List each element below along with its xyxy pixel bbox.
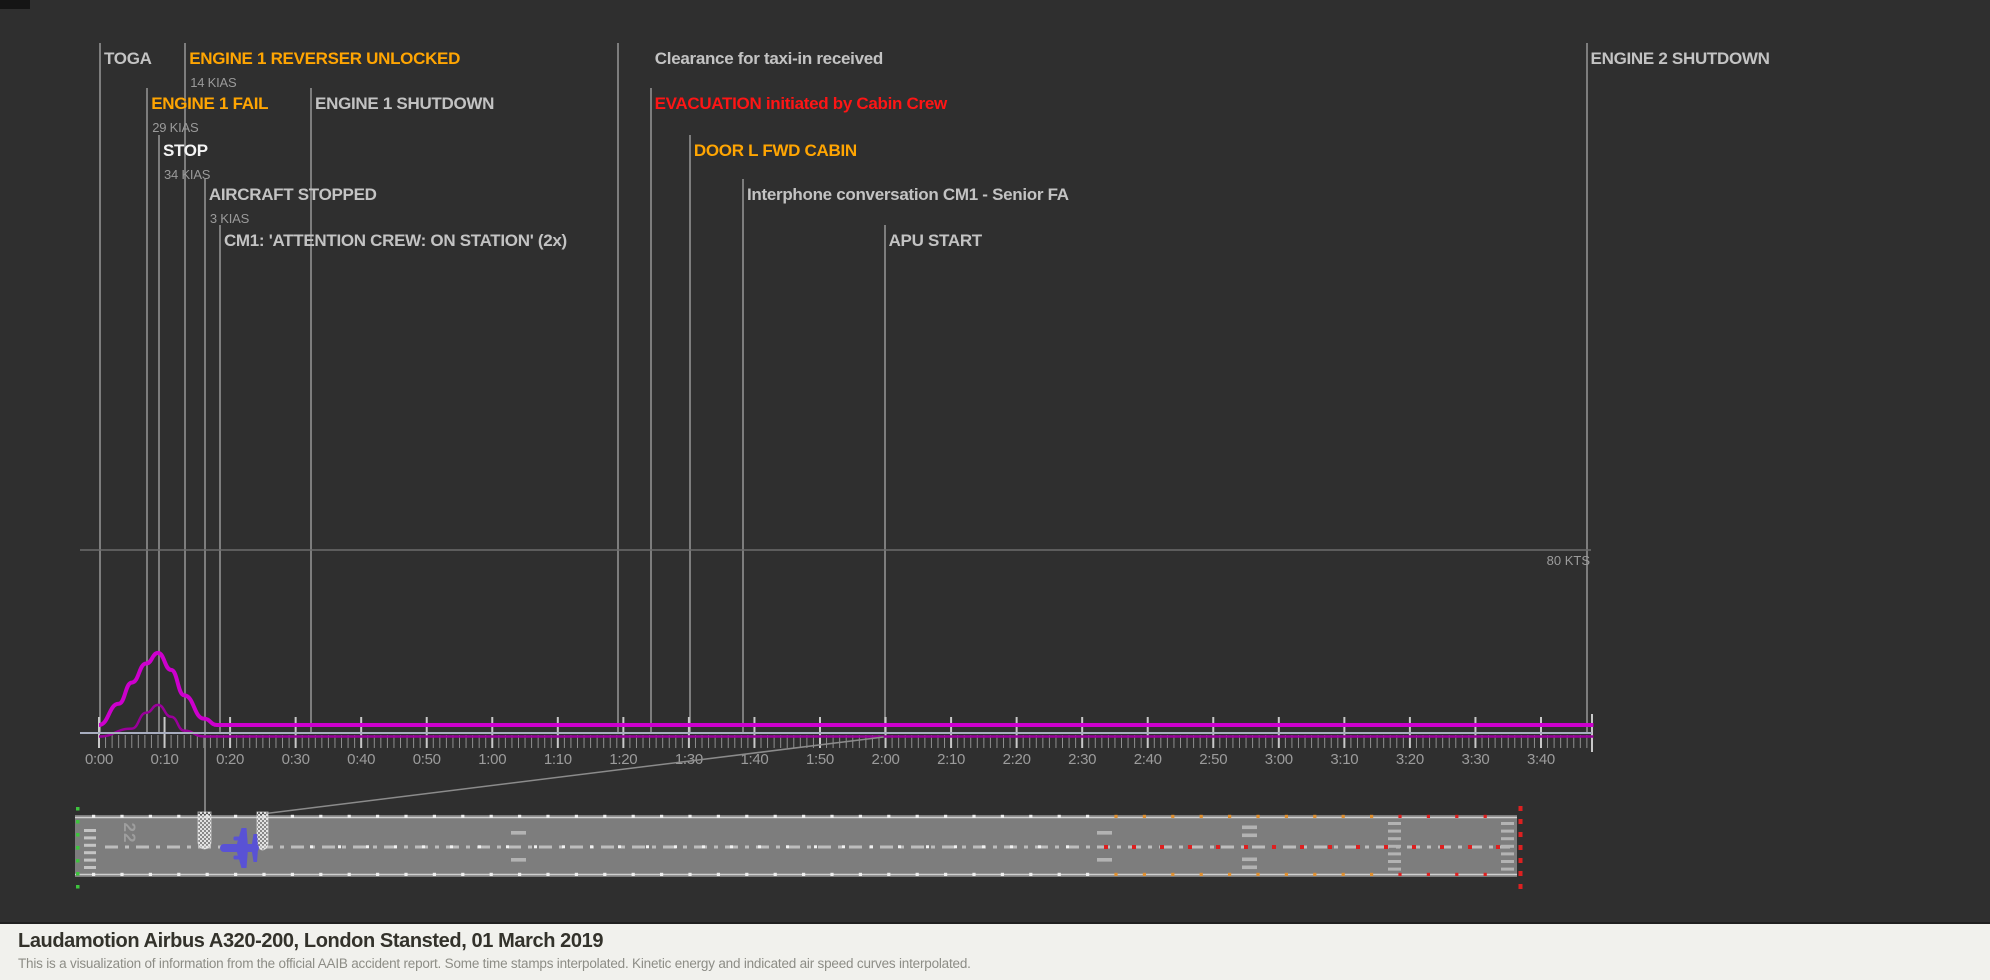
runway-position-connector bbox=[265, 736, 884, 815]
tick-label: 2:20 bbox=[1003, 751, 1031, 768]
tick-label: 0:30 bbox=[282, 751, 310, 768]
tick-label: 2:40 bbox=[1134, 751, 1162, 768]
event-label-apu-start: APU START bbox=[888, 231, 983, 250]
runway-designator: 22 bbox=[120, 823, 139, 844]
event-kias-eng1-fail: 29 KIAS bbox=[152, 120, 199, 135]
time-axis-labels: 0:00 0:10 0:20 0:30 0:40 0:50 1:00 1:10 1:20 1:30… bbox=[85, 751, 1555, 768]
caption-subtitle: This is a visualization of information f… bbox=[18, 956, 971, 971]
tick-label: 0:20 bbox=[216, 751, 244, 768]
caption-title: Laudamotion Airbus A320-200, London Stan… bbox=[18, 930, 604, 952]
tick-label: 2:30 bbox=[1068, 751, 1096, 768]
event-kias-eng1-reverser-unlocked: 14 KIAS bbox=[190, 75, 237, 90]
tick-label: 2:50 bbox=[1199, 751, 1227, 768]
event-line-eng1-fail bbox=[146, 88, 149, 733]
tick-label: 1:30 bbox=[675, 751, 703, 768]
tick-label: 2:00 bbox=[872, 751, 900, 768]
reference-line-80kts: 80 KTS bbox=[80, 549, 1591, 568]
event-label-door-l-fwd: DOOR L FWD CABIN bbox=[693, 141, 857, 160]
event-label-toga: TOGA bbox=[104, 49, 152, 68]
event-line-taxi-in-clearance bbox=[616, 43, 619, 733]
event-line-cm1-attention-crew bbox=[218, 225, 221, 733]
tick-label: 1:10 bbox=[544, 751, 572, 768]
event-label-eng1-shutdown: ENGINE 1 SHUTDOWN bbox=[315, 94, 495, 113]
event-label-interphone: Interphone conversation CM1 - Senior FA bbox=[746, 185, 1069, 204]
tick-label: 2:10 bbox=[937, 751, 965, 768]
reference-line-label: 80 KTS bbox=[1547, 553, 1591, 568]
event-line-aircraft-stopped bbox=[203, 179, 206, 813]
event-label-aircraft-stopped: AIRCRAFT STOPPED bbox=[208, 185, 377, 204]
event-label-cm1-attention-crew: CM1: 'ATTENTION CREW: ON STATION' (2x) bbox=[223, 231, 567, 250]
stop-position-marker-1 bbox=[197, 811, 212, 850]
tick-label: 0:50 bbox=[413, 751, 441, 768]
tick-label: 3:20 bbox=[1396, 751, 1424, 768]
event-kias-aircraft-stopped: 3 KIAS bbox=[209, 211, 250, 226]
tick-label: 3:10 bbox=[1330, 751, 1358, 768]
tick-label: 3:30 bbox=[1461, 751, 1489, 768]
tick-label: 3:40 bbox=[1527, 751, 1555, 768]
airplane-icon bbox=[220, 828, 259, 868]
event-label-evacuation: EVACUATION initiated by Cabin Crew bbox=[654, 94, 948, 113]
tick-label: 1:00 bbox=[478, 751, 506, 768]
event-kias-stop: 34 KIAS bbox=[163, 167, 211, 182]
speed-curves bbox=[98, 650, 1594, 738]
event-line-apu-start bbox=[883, 225, 886, 733]
kinetic-energy-curve bbox=[98, 703, 1594, 738]
airspeed-curve bbox=[98, 650, 1594, 728]
stop-position-marker-2 bbox=[256, 811, 269, 851]
event-line-evacuation bbox=[649, 88, 652, 733]
event-line-eng1-reverser-unlocked bbox=[184, 43, 187, 733]
caption-bar: Laudamotion Airbus A320-200, London Stan… bbox=[0, 922, 1990, 980]
tick-label: 1:40 bbox=[740, 751, 768, 768]
tick-label: 0:10 bbox=[151, 751, 179, 768]
tick-label: 0:00 bbox=[85, 751, 113, 768]
event-line-door-l-fwd bbox=[688, 135, 691, 733]
event-label-eng2-shutdown: ENGINE 2 SHUTDOWN bbox=[1590, 49, 1770, 68]
runway-diagram: 22 bbox=[75, 736, 1523, 889]
event-line-stop bbox=[157, 135, 160, 733]
tick-label: 0:40 bbox=[347, 751, 375, 768]
event-label-stop: STOP bbox=[162, 141, 208, 160]
event-label-eng1-fail: ENGINE 1 FAIL bbox=[151, 94, 269, 113]
event-line-interphone bbox=[741, 179, 744, 733]
event-label-eng1-reverser-unlocked: ENGINE 1 REVERSER UNLOCKED bbox=[189, 49, 461, 68]
event-label-taxi-in-clearance: Clearance for taxi-in received bbox=[654, 49, 883, 68]
tick-label: 3:00 bbox=[1265, 751, 1293, 768]
event-line-toga bbox=[99, 43, 101, 733]
corner-tab bbox=[0, 0, 30, 9]
event-line-eng2-shutdown bbox=[1585, 43, 1588, 733]
tick-label: 1:50 bbox=[806, 751, 834, 768]
tick-label: 1:20 bbox=[609, 751, 637, 768]
event-line-eng1-shutdown bbox=[310, 88, 313, 733]
